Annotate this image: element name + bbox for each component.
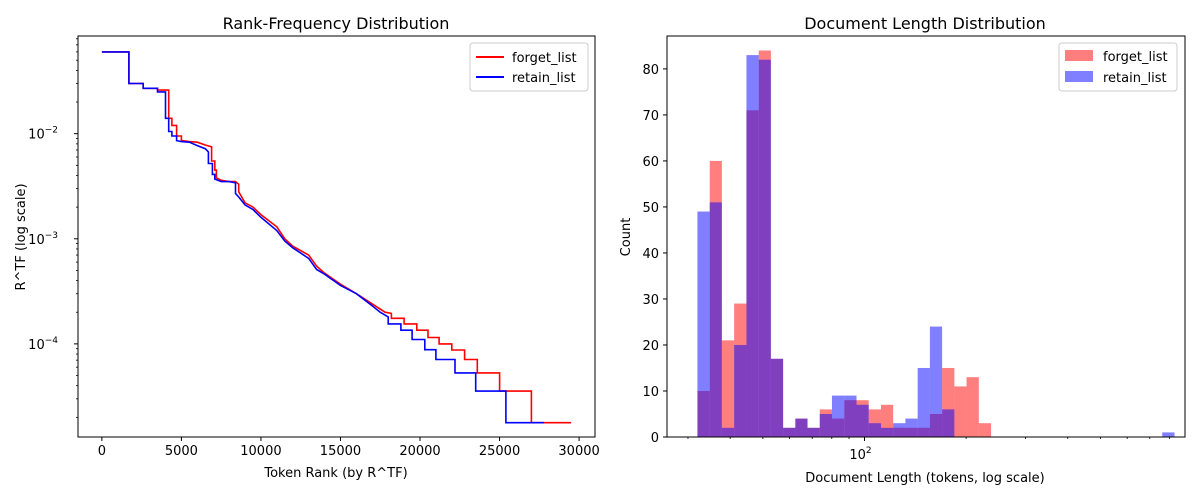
y-tick-label-exponent: −2 <box>45 126 58 136</box>
y-tick-label: 20 <box>642 339 659 354</box>
y-tick-label: 50 <box>642 201 659 216</box>
x-tick-label: 20000 <box>399 444 440 459</box>
bar-forget-list <box>978 423 992 437</box>
y-tick-label-exponent: −4 <box>45 336 59 346</box>
bar-retain-list <box>929 326 943 437</box>
bar-retain-list <box>905 418 918 437</box>
bar-forget-list <box>721 340 735 437</box>
x-tick-label: 0 <box>98 444 106 459</box>
document-length-title: Document Length Distribution <box>804 14 1046 33</box>
bar-retain-list <box>758 59 771 437</box>
document-length-y-label: Count <box>619 218 634 257</box>
y-tick-label: 0 <box>651 431 659 446</box>
bar-retain-list <box>1162 432 1175 437</box>
bar-retain-list <box>721 427 735 437</box>
x-tick-label: 30000 <box>558 444 599 459</box>
x-tick-label: 10000 <box>240 444 281 459</box>
legend-label-retain-list: retain_list <box>1103 71 1167 86</box>
rank-frequency-legend-box <box>469 42 589 92</box>
y-tick-label: 60 <box>642 155 659 170</box>
y-tick-label: 40 <box>642 247 659 262</box>
document-length-x-ticks: 102 <box>687 437 1170 463</box>
bar-retain-list <box>709 202 722 437</box>
document-length-axes-frame <box>666 35 1186 438</box>
line-forget-list <box>101 51 572 424</box>
rank-frequency-axes-frame <box>77 35 596 438</box>
x-tick-label-exponent: 2 <box>866 446 872 456</box>
bar-forget-list <box>954 386 967 437</box>
legend-patch-retain-list <box>1065 71 1093 82</box>
document-length-x-label: Document Length (tokens, log scale) <box>805 471 1044 486</box>
x-tick-label: 25000 <box>479 444 520 459</box>
rank-frequency-x-ticks: 0 5000 10000 15000 20000 25000 30000 <box>98 437 600 459</box>
bar-retain-list <box>807 427 820 437</box>
rank-frequency-panel: Rank-Frequency Distribution 0 5000 10000 15… <box>14 14 600 481</box>
document-length-y-ticks: 0 10 20 30 40 50 60 70 80 <box>642 63 667 446</box>
y-tick-label: 10 <box>642 385 659 400</box>
bar-retain-list <box>893 423 906 437</box>
legend-label-retain-list: retain_list <box>512 71 576 86</box>
bar-retain-list <box>795 418 808 437</box>
document-length-legend: forget_list retain_list <box>1058 42 1178 92</box>
bar-retain-list <box>831 395 845 437</box>
bar-retain-list <box>856 404 869 437</box>
y-tick-label-exponent: −3 <box>45 231 58 241</box>
rank-frequency-y-label: R^TF (log scale) <box>14 183 29 290</box>
document-length-plot-area <box>697 50 1175 438</box>
bar-retain-list <box>819 413 832 437</box>
rank-frequency-plot-area <box>101 51 572 424</box>
bar-retain-list <box>942 409 955 437</box>
bar-retain-list <box>746 55 759 437</box>
y-tick-label: 70 <box>642 109 659 124</box>
bar-retain-list <box>697 211 710 437</box>
bar-retain-list <box>868 423 881 437</box>
bar-retain-list <box>783 427 796 437</box>
legend-patch-forget-list <box>1065 50 1093 61</box>
bars-retain-list <box>697 55 1175 437</box>
x-tick-label: 15000 <box>320 444 361 459</box>
y-tick-label: 30 <box>642 293 659 308</box>
bar-retain-list <box>880 427 894 437</box>
bar-retain-list <box>734 344 747 437</box>
bar-retain-list <box>917 367 930 437</box>
document-length-panel: Document Length Distribution 102 0 10 20 30… <box>619 14 1186 486</box>
legend-label-forget-list: forget_list <box>512 51 577 66</box>
line-retain-list <box>101 51 545 424</box>
bar-retain-list <box>770 358 784 437</box>
x-tick-label: 5000 <box>165 444 198 459</box>
rank-frequency-legend: forget_list retain_list <box>469 42 589 92</box>
bar-forget-list <box>966 377 979 437</box>
bar-retain-list <box>844 395 857 437</box>
y-tick-label: 80 <box>642 63 659 78</box>
rank-frequency-x-label: Token Rank (by R^TF) <box>263 466 407 481</box>
legend-label-forget-list: forget_list <box>1103 50 1168 65</box>
rank-frequency-title: Rank-Frequency Distribution <box>223 14 450 33</box>
